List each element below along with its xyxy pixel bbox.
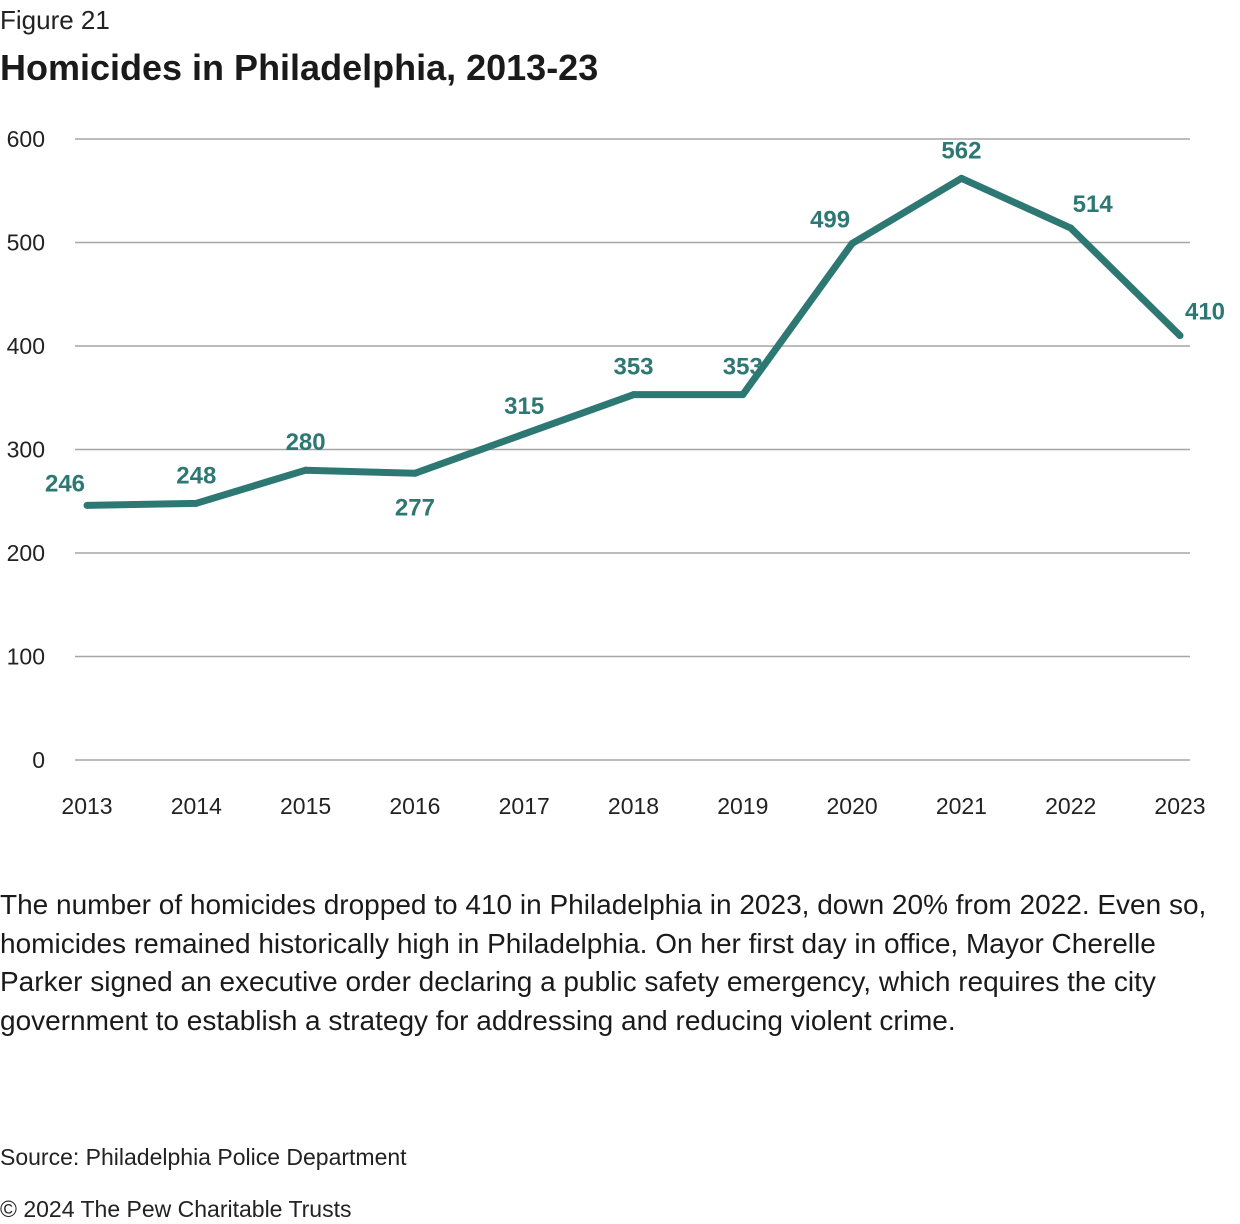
y-tick-label: 100 (7, 644, 45, 670)
data-point-2020 (848, 240, 856, 248)
line-chart: 0 100 200 300 400 500 600 2013 2014 2015 2016 2017… (7, 126, 1225, 819)
y-axis-ticks: 0 100 200 300 400 500 600 (7, 126, 45, 773)
data-label-2018: 353 (613, 354, 653, 381)
data-point-2016 (411, 469, 419, 477)
y-tick-label: 600 (7, 126, 45, 152)
y-tick-label: 300 (7, 437, 45, 463)
data-point-2022 (1067, 224, 1075, 232)
x-tick-label: 2018 (608, 793, 659, 819)
data-label-2021: 562 (941, 137, 981, 164)
data-point-2018 (630, 391, 637, 399)
x-tick-label: 2016 (389, 793, 440, 819)
x-tick-label: 2015 (280, 793, 331, 819)
data-label-2016: 277 (395, 494, 435, 521)
copyright-note: © 2024 The Pew Charitable Trusts (0, 1196, 352, 1222)
x-tick-label: 2017 (499, 793, 550, 819)
y-tick-label: 200 (7, 540, 45, 566)
data-point-2013 (83, 501, 91, 509)
x-tick-label: 2022 (1045, 793, 1096, 819)
x-tick-label: 2023 (1154, 793, 1205, 819)
series-homicides (83, 174, 1184, 509)
y-tick-label: 0 (32, 747, 45, 773)
x-tick-label: 2019 (717, 793, 768, 819)
data-label-2022: 514 (1073, 191, 1114, 218)
data-labels: 246 248 280 277 315 353 353 499 562 514 410 (45, 137, 1225, 521)
data-point-2023 (1176, 332, 1184, 340)
y-tick-label: 500 (7, 230, 45, 256)
data-label-2017: 315 (504, 393, 544, 420)
figure-label: Figure 21 (0, 5, 110, 35)
data-label-2015: 280 (286, 429, 326, 456)
data-label-2013: 246 (45, 470, 85, 497)
data-label-2020: 499 (810, 207, 850, 234)
data-point-2015 (302, 466, 310, 474)
chart-title: Homicides in Philadelphia, 2013-23 (0, 47, 599, 88)
data-label-2014: 248 (176, 462, 216, 489)
x-tick-label: 2021 (936, 793, 987, 819)
x-tick-label: 2013 (61, 793, 112, 819)
data-point-2019 (739, 391, 747, 399)
data-label-2023: 410 (1185, 299, 1225, 326)
gridlines (75, 138, 1190, 761)
data-label-2019: 353 (723, 354, 763, 381)
series-line (86, 174, 1183, 509)
x-axis-ticks: 2013 2014 2015 2016 2017 2018 2019 2020 2021 2022… (61, 793, 1205, 819)
x-tick-label: 2014 (171, 793, 222, 819)
y-tick-label: 400 (7, 333, 45, 359)
data-point-2021 (957, 174, 965, 182)
data-point-2017 (520, 430, 528, 438)
data-point-2014 (192, 499, 200, 507)
source-note: Source: Philadelphia Police Department (0, 1144, 407, 1170)
x-tick-label: 2020 (827, 793, 878, 819)
chart-caption: The number of homicides dropped to 410 i… (0, 889, 1207, 1036)
